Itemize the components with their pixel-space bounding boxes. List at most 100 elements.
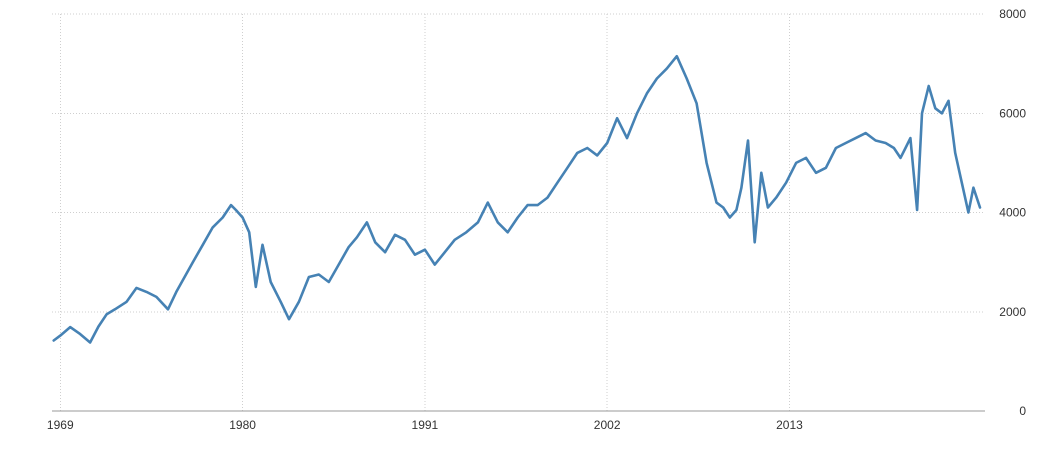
data-point — [105, 313, 108, 316]
data-point — [125, 301, 128, 303]
data-point — [477, 221, 479, 224]
data-point — [685, 77, 688, 80]
x-tick-label: 1969 — [47, 418, 74, 432]
data-point — [854, 137, 857, 139]
data-point — [884, 142, 887, 144]
data-point — [167, 308, 169, 311]
data-point — [404, 239, 406, 241]
data-point — [747, 139, 749, 142]
x-axis: 1969 1980 1991 2002 2013 — [47, 418, 803, 432]
data-point — [947, 100, 950, 102]
data-point — [308, 276, 310, 278]
series-points — [52, 55, 981, 344]
data-point — [934, 107, 937, 110]
data-point — [805, 157, 807, 159]
data-point — [114, 308, 116, 311]
data-point — [279, 301, 282, 303]
data-point — [444, 251, 446, 253]
data-point — [874, 139, 877, 142]
data-point — [506, 231, 509, 234]
data-point — [59, 334, 62, 337]
data-point — [596, 154, 598, 157]
x-tick-label: 2002 — [594, 418, 621, 432]
data-point — [785, 181, 787, 184]
data-point — [566, 167, 569, 169]
data-point — [904, 147, 907, 149]
y-tick-label: 8000 — [999, 7, 1026, 21]
data-point — [434, 263, 436, 266]
data-point — [261, 244, 264, 246]
data-point — [487, 201, 489, 204]
x-tick-label: 1991 — [412, 418, 439, 432]
data-point — [135, 287, 138, 289]
data-point — [79, 333, 81, 335]
data-point — [954, 152, 956, 154]
data-point — [221, 216, 224, 219]
data-point — [337, 263, 340, 266]
grid-layer — [52, 13, 985, 411]
data-point — [269, 281, 272, 283]
data-point — [69, 326, 71, 328]
data-point — [760, 172, 763, 174]
data-point — [347, 246, 350, 248]
data-point — [465, 231, 468, 234]
data-point — [241, 216, 244, 219]
y-axis: 0 2000 4000 6000 8000 — [999, 7, 1026, 418]
data-point — [961, 181, 963, 184]
data-point — [740, 186, 743, 189]
data-point — [356, 236, 358, 239]
data-point — [384, 251, 386, 253]
data-point — [298, 301, 300, 303]
data-point — [536, 204, 539, 206]
data-point — [636, 112, 638, 115]
x-tick-label: 2013 — [776, 418, 803, 432]
data-point — [927, 85, 930, 87]
y-tick-label: 6000 — [999, 106, 1026, 120]
y-tick-label: 0 — [1019, 404, 1026, 418]
data-point — [835, 147, 837, 149]
data-point — [497, 221, 499, 224]
data-point — [705, 162, 708, 164]
data-point — [145, 291, 148, 293]
data-point — [328, 281, 330, 283]
data-point — [175, 291, 178, 293]
data-point — [815, 172, 817, 174]
data-point — [626, 137, 628, 139]
data-point — [656, 77, 658, 80]
data-point — [526, 204, 529, 206]
data-point — [546, 196, 549, 199]
data-point — [586, 147, 589, 149]
data-point — [735, 209, 738, 211]
data-point — [606, 142, 608, 144]
data-point — [916, 209, 918, 211]
data-point — [394, 234, 396, 236]
data-point — [967, 211, 970, 214]
data-point — [893, 147, 895, 149]
data-point — [424, 248, 426, 251]
data-point — [97, 325, 100, 328]
data-point — [921, 112, 923, 115]
data-point — [676, 55, 678, 57]
data-point — [695, 102, 698, 105]
data-point — [366, 221, 368, 224]
data-point — [753, 241, 756, 244]
data-point — [941, 112, 943, 115]
y-tick-label: 4000 — [999, 206, 1026, 220]
data-point — [211, 226, 214, 229]
data-point — [414, 253, 416, 256]
data-point — [192, 261, 194, 263]
x-tick-label: 1980 — [229, 418, 256, 432]
data-point — [767, 206, 769, 209]
y-tick-label: 2000 — [999, 305, 1026, 319]
data-point — [775, 196, 777, 199]
data-point — [248, 231, 250, 234]
data-point — [845, 142, 847, 144]
data-point — [715, 201, 718, 204]
data-point — [576, 152, 579, 154]
data-point — [729, 216, 731, 219]
data-point — [899, 157, 902, 159]
data-point — [374, 241, 377, 244]
data-point — [972, 186, 975, 189]
data-point — [155, 296, 158, 298]
